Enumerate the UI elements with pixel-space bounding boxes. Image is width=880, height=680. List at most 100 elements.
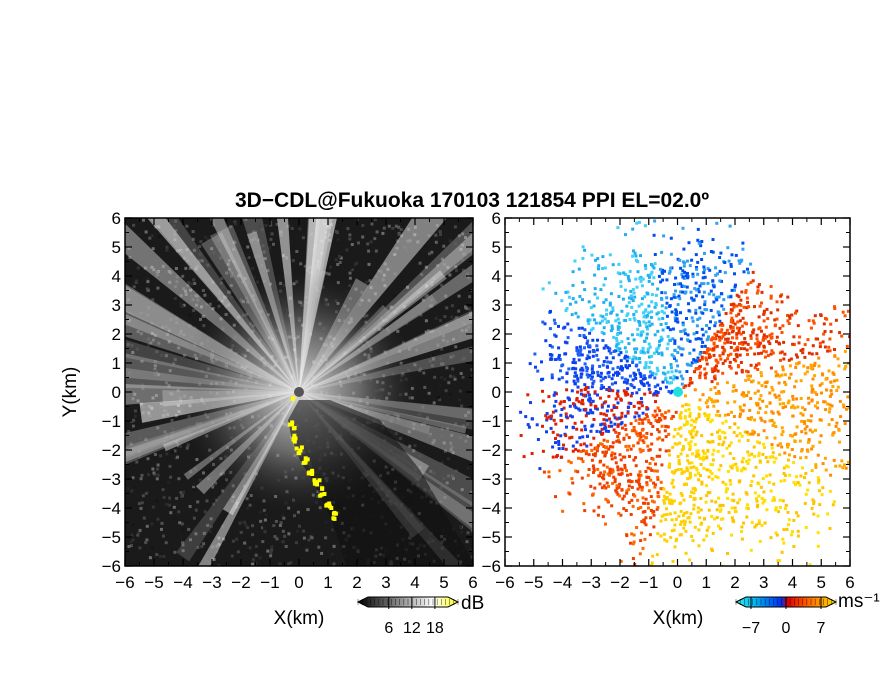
- velocity-pixel: [632, 316, 636, 320]
- noise-pixel: [130, 489, 134, 493]
- x-tick-label: 3: [381, 573, 390, 592]
- velocity-pixel: [562, 406, 566, 410]
- velocity-pixel: [604, 413, 608, 417]
- velocity-pixel: [828, 489, 832, 493]
- velocity-pixel: [758, 304, 762, 308]
- velocity-pixel: [803, 427, 807, 431]
- velocity-pixel: [635, 347, 639, 351]
- noise-pixel: [209, 517, 213, 521]
- velocity-pixel: [560, 408, 564, 411]
- velocity-pixel: [603, 266, 607, 270]
- velocity-pixel: [706, 267, 710, 271]
- velocity-pixel: [634, 277, 638, 281]
- velocity-pixel: [809, 366, 813, 370]
- velocity-pixel: [745, 430, 749, 434]
- velocity-pixel: [771, 499, 775, 503]
- velocity-pixel: [695, 324, 699, 328]
- noise-pixel: [151, 247, 155, 251]
- velocity-pixel: [661, 414, 665, 418]
- velocity-pixel: [663, 501, 666, 505]
- noise-pixel: [166, 332, 169, 336]
- velocity-pixel: [643, 521, 647, 525]
- velocity-pixel: [572, 357, 576, 361]
- y-tick-label: −5: [482, 528, 501, 547]
- noise-pixel: [443, 377, 447, 381]
- velocity-pixel: [834, 318, 838, 322]
- right-colorbar: −7 0 7 ms⁻¹: [734, 591, 880, 637]
- velocity-pixel: [688, 264, 692, 268]
- velocity-pixel: [729, 264, 733, 268]
- velocity-pixel: [740, 434, 744, 438]
- velocity-pixel: [684, 438, 688, 442]
- velocity-pixel: [650, 468, 654, 472]
- velocity-pixel: [619, 359, 623, 363]
- velocity-pixel: [668, 269, 672, 273]
- noise-pixel: [145, 524, 149, 528]
- velocity-pixel: [652, 525, 656, 529]
- noise-pixel: [146, 277, 150, 281]
- noise-pixel: [324, 536, 328, 540]
- velocity-pixel: [711, 452, 715, 456]
- noise-pixel: [158, 234, 162, 238]
- velocity-pixel: [587, 453, 591, 457]
- velocity-pixel: [580, 420, 584, 424]
- velocity-pixel: [638, 432, 642, 436]
- velocity-pixel: [875, 345, 878, 348]
- velocity-pixel: [697, 478, 701, 482]
- velocity-pixel: [705, 358, 708, 362]
- velocity-pixel: [665, 490, 669, 494]
- velocity-pixel: [707, 356, 711, 360]
- velocity-pixel: [695, 267, 699, 271]
- velocity-pixel: [798, 483, 802, 487]
- velocity-pixel: [755, 337, 759, 341]
- velocity-pixel: [748, 408, 752, 412]
- noise-pixel: [272, 242, 275, 246]
- velocity-pixel: [592, 418, 596, 421]
- velocity-pixel: [754, 465, 758, 469]
- velocity-pixel: [654, 400, 657, 404]
- velocity-pixel: [786, 510, 790, 514]
- velocity-pixel: [747, 417, 751, 421]
- noise-pixel: [460, 416, 464, 420]
- velocity-pixel: [746, 507, 750, 510]
- velocity-pixel: [646, 273, 650, 277]
- noise-pixel: [439, 233, 442, 237]
- velocity-pixel: [701, 393, 705, 397]
- velocity-pixel: [768, 342, 772, 346]
- velocity-pixel: [851, 417, 854, 420]
- velocity-pixel: [616, 394, 620, 398]
- left-blocked-sector: [288, 400, 472, 566]
- velocity-pixel: [626, 387, 630, 391]
- velocity-pixel: [756, 285, 760, 289]
- velocity-pixel: [599, 375, 603, 379]
- velocity-pixel: [686, 338, 689, 342]
- noise-pixel: [173, 358, 177, 361]
- velocity-pixel: [594, 452, 597, 456]
- velocity-pixel: [724, 490, 728, 494]
- velocity-pixel: [590, 367, 594, 371]
- noise-pixel: [230, 274, 233, 278]
- noise-pixel: [332, 557, 336, 561]
- velocity-pixel: [778, 505, 782, 509]
- velocity-pixel: [686, 477, 690, 481]
- velocity-pixel: [658, 267, 662, 271]
- noise-pixel: [427, 329, 430, 333]
- velocity-pixel: [598, 474, 602, 478]
- noise-pixel: [387, 224, 391, 228]
- velocity-pixel: [705, 362, 709, 366]
- velocity-pixel: [675, 376, 679, 380]
- velocity-pixel: [676, 257, 680, 261]
- noise-pixel: [471, 529, 473, 533]
- velocity-pixel: [629, 447, 633, 451]
- velocity-pixel: [610, 471, 614, 475]
- velocity-pixel: [808, 563, 812, 566]
- velocity-pixel: [560, 455, 564, 459]
- noise-pixel: [133, 414, 137, 418]
- noise-pixel: [182, 353, 186, 357]
- velocity-pixel: [704, 356, 708, 360]
- noise-pixel: [206, 237, 210, 241]
- velocity-pixel: [799, 397, 803, 400]
- velocity-pixel: [795, 511, 798, 515]
- velocity-pixel: [558, 469, 562, 473]
- velocity-pixel: [714, 413, 718, 417]
